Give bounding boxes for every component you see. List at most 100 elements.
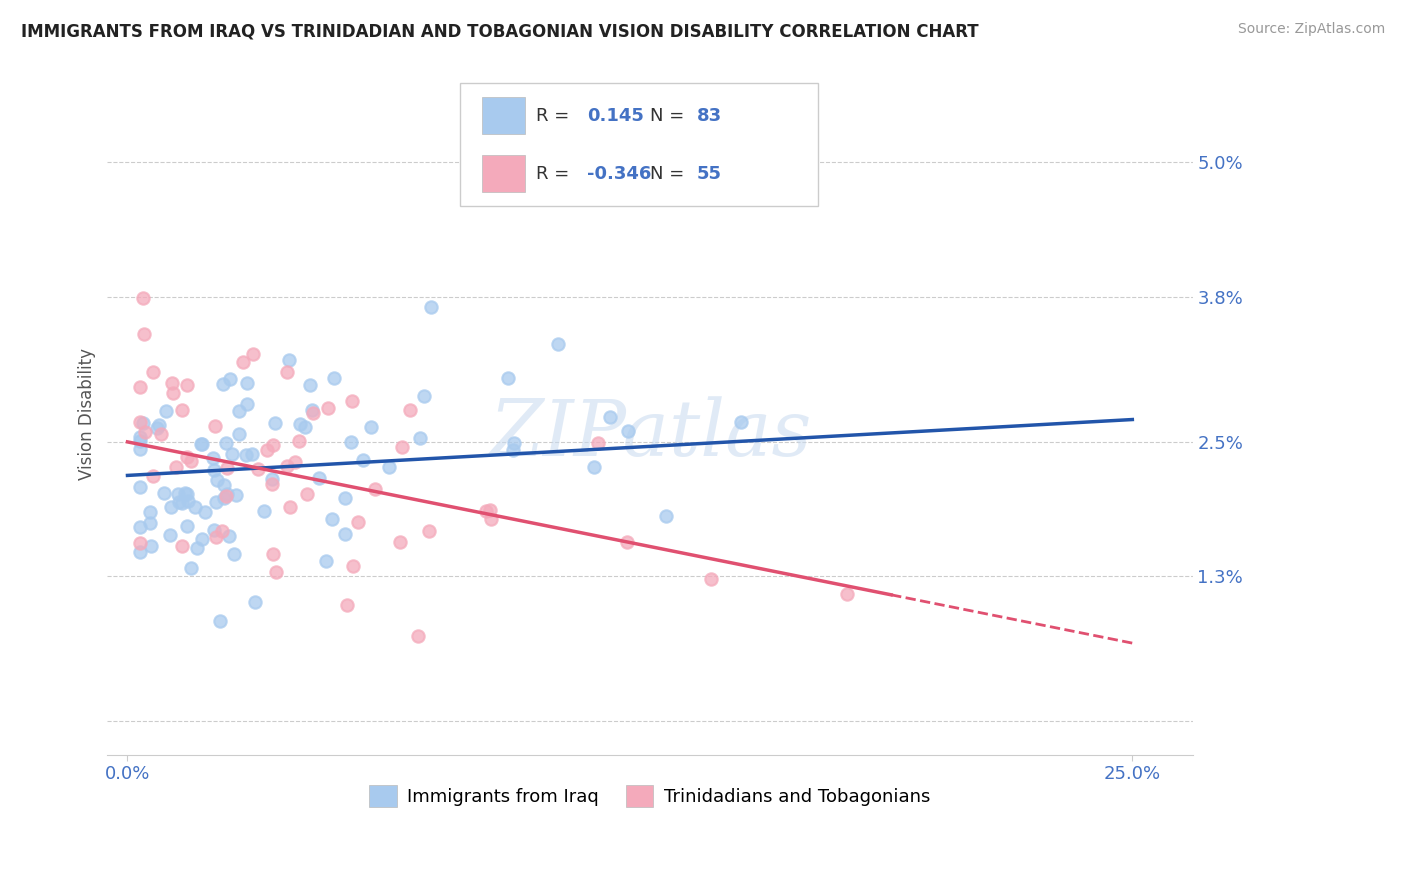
Text: Source: ZipAtlas.com: Source: ZipAtlas.com bbox=[1237, 22, 1385, 37]
Point bbox=[228, 427, 250, 442]
Text: ZIPatlas: ZIPatlas bbox=[489, 396, 811, 473]
Point bbox=[128, 480, 150, 494]
Point bbox=[153, 486, 176, 500]
Point bbox=[308, 471, 330, 485]
Point bbox=[202, 523, 225, 537]
Point bbox=[342, 559, 364, 574]
Text: -0.346: -0.346 bbox=[588, 165, 651, 183]
Point bbox=[177, 494, 200, 508]
Legend: Immigrants from Iraq, Trinidadians and Tobagonians: Immigrants from Iraq, Trinidadians and T… bbox=[363, 778, 938, 814]
Point bbox=[204, 495, 226, 509]
Point bbox=[616, 424, 638, 438]
Point bbox=[288, 417, 311, 431]
Point bbox=[412, 388, 434, 402]
Point bbox=[406, 629, 429, 643]
Point bbox=[224, 547, 246, 561]
Point bbox=[172, 496, 194, 510]
Point bbox=[145, 421, 167, 435]
Point bbox=[236, 376, 259, 391]
Point bbox=[128, 520, 150, 534]
Point bbox=[378, 460, 401, 475]
Point bbox=[142, 469, 165, 483]
Text: N =: N = bbox=[650, 107, 685, 125]
Point bbox=[730, 415, 752, 429]
Point bbox=[316, 401, 339, 415]
Point bbox=[129, 430, 152, 444]
Text: 55: 55 bbox=[697, 165, 721, 183]
Point bbox=[503, 435, 526, 450]
Point bbox=[205, 474, 228, 488]
Point bbox=[295, 487, 318, 501]
Point bbox=[128, 415, 150, 429]
Point bbox=[599, 410, 621, 425]
Point bbox=[166, 486, 188, 500]
Point bbox=[276, 458, 298, 473]
Point bbox=[214, 477, 236, 491]
Point bbox=[479, 511, 502, 525]
Text: 83: 83 bbox=[697, 107, 721, 125]
Point bbox=[165, 460, 187, 475]
Point bbox=[155, 404, 177, 418]
Point bbox=[364, 482, 387, 496]
Point bbox=[162, 386, 184, 401]
Point bbox=[245, 595, 267, 609]
Point bbox=[262, 547, 284, 561]
Point bbox=[302, 406, 325, 420]
Point bbox=[218, 529, 240, 543]
Point bbox=[139, 540, 162, 554]
Point bbox=[225, 488, 247, 502]
Point bbox=[191, 437, 214, 451]
Point bbox=[176, 377, 198, 392]
Point bbox=[479, 503, 502, 517]
Point bbox=[149, 427, 172, 442]
Point bbox=[264, 416, 287, 430]
Point bbox=[398, 402, 420, 417]
Point bbox=[323, 371, 346, 385]
Point bbox=[475, 504, 498, 518]
Point bbox=[228, 404, 250, 418]
Point bbox=[170, 540, 193, 554]
Point bbox=[211, 524, 233, 538]
Point bbox=[498, 371, 520, 385]
Point bbox=[301, 402, 323, 417]
Point bbox=[321, 512, 343, 526]
Point bbox=[339, 434, 361, 449]
Point bbox=[202, 463, 225, 477]
Point bbox=[142, 365, 165, 379]
Point bbox=[389, 534, 412, 549]
Point bbox=[132, 416, 155, 430]
Point bbox=[180, 561, 202, 575]
Point bbox=[128, 535, 150, 549]
Point bbox=[205, 530, 228, 544]
Bar bbox=[482, 97, 526, 135]
Point bbox=[209, 614, 232, 628]
Point bbox=[502, 443, 524, 458]
Text: R =: R = bbox=[536, 165, 575, 183]
Point bbox=[260, 471, 283, 485]
Bar bbox=[482, 155, 526, 193]
Point bbox=[219, 371, 242, 385]
Point bbox=[176, 450, 198, 465]
Point bbox=[299, 378, 322, 392]
Point bbox=[315, 554, 337, 568]
Point bbox=[128, 545, 150, 559]
Point bbox=[276, 365, 298, 379]
Point bbox=[202, 451, 225, 466]
Point bbox=[186, 541, 208, 555]
Point bbox=[256, 443, 278, 458]
Point bbox=[215, 489, 238, 503]
Point bbox=[148, 418, 170, 433]
Point bbox=[172, 403, 194, 417]
Y-axis label: Vision Disability: Vision Disability bbox=[79, 348, 96, 480]
Point bbox=[159, 528, 181, 542]
Point bbox=[837, 587, 859, 601]
Point bbox=[204, 418, 226, 433]
Point bbox=[212, 491, 235, 506]
Point bbox=[336, 598, 359, 612]
Point bbox=[235, 397, 257, 411]
Point bbox=[360, 420, 382, 434]
Point bbox=[700, 572, 723, 586]
Text: IMMIGRANTS FROM IRAQ VS TRINIDADIAN AND TOBAGONIAN VISION DISABILITY CORRELATION: IMMIGRANTS FROM IRAQ VS TRINIDADIAN AND … bbox=[21, 22, 979, 40]
Point bbox=[134, 327, 156, 342]
Point bbox=[419, 300, 441, 314]
